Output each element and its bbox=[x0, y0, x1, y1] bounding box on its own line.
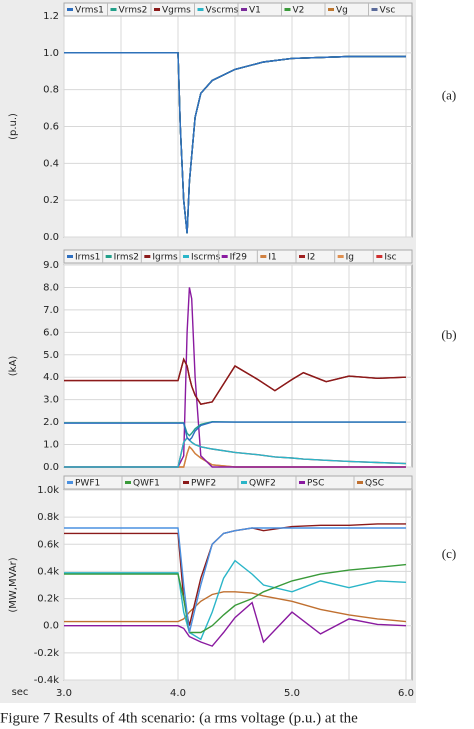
x-tick-label: 3.0 bbox=[56, 688, 72, 699]
y-tick-label: -0.4k bbox=[34, 675, 60, 686]
legend-bar bbox=[63, 249, 413, 264]
y-tick-label: 2.0 bbox=[43, 417, 59, 428]
series-line bbox=[64, 357, 407, 405]
y-tick-label: 0.0 bbox=[43, 232, 59, 243]
y-tick-label: 1.2 bbox=[43, 11, 59, 22]
legend-label: If29 bbox=[230, 253, 248, 263]
legend-label: QWF1 bbox=[133, 479, 160, 489]
y-tick-label: 1.0 bbox=[43, 48, 59, 59]
y-tick-label: 9.0 bbox=[43, 260, 59, 271]
series-line bbox=[64, 563, 407, 634]
legend-label: Vrms1 bbox=[75, 6, 104, 16]
y-tick-label: 0.4k bbox=[37, 566, 59, 577]
legend-label: Vg bbox=[336, 6, 348, 16]
legend-label: Irms2 bbox=[114, 253, 139, 263]
series-line bbox=[64, 436, 407, 468]
legend-label: Vgrms bbox=[162, 6, 191, 16]
legend-label: Ig bbox=[346, 253, 354, 263]
y-tick-label: 7.0 bbox=[43, 305, 59, 316]
panel-label: (b) bbox=[441, 327, 456, 342]
legend-label: QWF2 bbox=[249, 479, 276, 489]
y-tick-label: 6.0 bbox=[43, 327, 59, 338]
y-axis-label: (kA) bbox=[8, 356, 19, 377]
y-axis-label: (p.u.) bbox=[8, 113, 19, 140]
legend-label: PWF2 bbox=[191, 479, 216, 489]
legend-label: Isc bbox=[384, 253, 396, 263]
panel-label: (c) bbox=[442, 546, 456, 561]
y-tick-label: 8.0 bbox=[43, 282, 59, 293]
legend-label: Vsc bbox=[380, 6, 396, 16]
y-tick-label: 4.0 bbox=[43, 372, 59, 383]
x-tick-label: 5.0 bbox=[284, 688, 300, 699]
plot-area bbox=[63, 489, 413, 681]
y-tick-label: 0.8k bbox=[37, 512, 59, 523]
x-tick-label: 4.0 bbox=[170, 688, 186, 699]
y-tick-label: 1.0k bbox=[37, 485, 59, 496]
legend-label: I1 bbox=[268, 253, 276, 263]
legend-label: V1 bbox=[249, 6, 261, 16]
series-line bbox=[64, 527, 406, 633]
y-tick-label: -0.2k bbox=[34, 648, 60, 659]
x-tick-label: 6.0 bbox=[398, 688, 414, 699]
y-tick-label: 0.2k bbox=[37, 594, 59, 605]
legend-label: PWF1 bbox=[75, 479, 100, 489]
y-tick-label: 0.0 bbox=[43, 621, 59, 632]
caption: Figure 7 Results of 4th scenario: (a rms… bbox=[0, 710, 358, 726]
legend-label: I2 bbox=[307, 253, 315, 263]
y-tick-label: 3.0 bbox=[43, 395, 59, 406]
y-tick-label: 0.2 bbox=[43, 195, 59, 206]
panel-label: (a) bbox=[442, 87, 456, 102]
x-axis-label: sec bbox=[12, 687, 29, 698]
series-line bbox=[64, 52, 406, 234]
legend-label: PSC bbox=[307, 479, 324, 489]
legend-label: V2 bbox=[293, 6, 305, 16]
y-tick-label: 0.0 bbox=[43, 462, 59, 473]
legend-label: Irms1 bbox=[75, 253, 100, 263]
y-tick-label: 0.6 bbox=[43, 122, 59, 133]
y-tick-label: 1.0 bbox=[43, 440, 59, 451]
y-tick-label: 5.0 bbox=[43, 350, 59, 361]
y-tick-label: 0.4 bbox=[43, 158, 59, 169]
series-line bbox=[64, 559, 407, 641]
legend-label: QSC bbox=[365, 479, 384, 489]
series-line bbox=[64, 421, 406, 442]
y-tick-label: 0.6k bbox=[37, 539, 59, 550]
legend-label: Vscrms bbox=[206, 6, 239, 16]
legend-label: Igrms bbox=[152, 253, 178, 263]
legend-label: Iscrms bbox=[191, 253, 221, 263]
legend-label: Vrms2 bbox=[119, 6, 148, 16]
y-tick-label: 0.8 bbox=[43, 85, 59, 96]
plot-area bbox=[63, 264, 413, 468]
series-line bbox=[64, 601, 407, 647]
series-line bbox=[64, 287, 406, 468]
y-axis-label: (MW,MVAr) bbox=[8, 557, 19, 612]
